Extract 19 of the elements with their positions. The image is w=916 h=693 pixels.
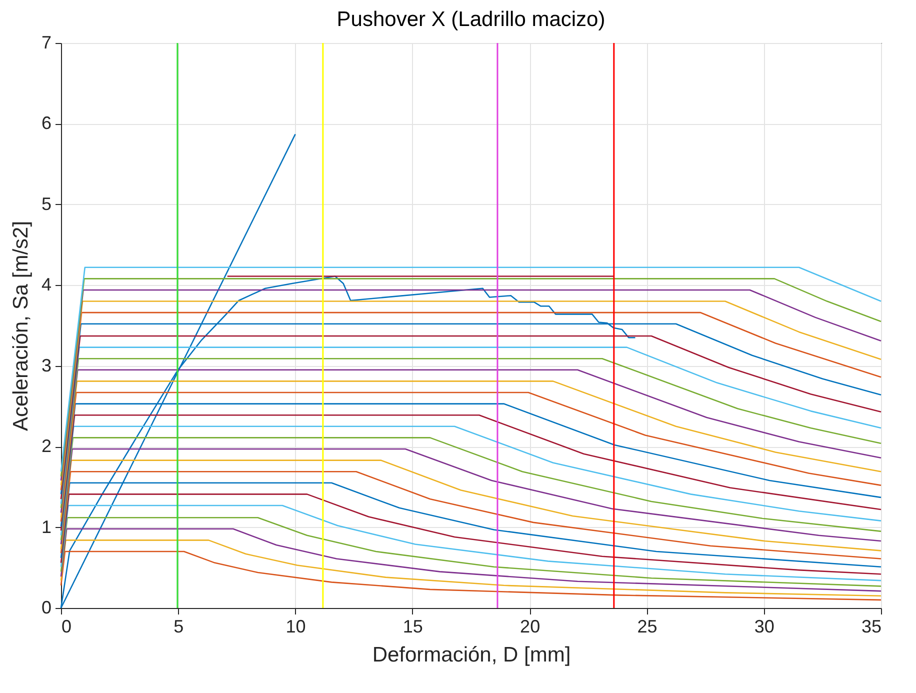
y-tick-label: 2 — [41, 436, 52, 456]
x-tick-label: 0 — [62, 616, 72, 636]
chart-title: Pushover X (Ladrillo macizo) — [336, 8, 606, 31]
y-tick-label: 6 — [41, 113, 52, 134]
y-tick-label: 0 — [41, 598, 52, 618]
y-tick-label: 5 — [41, 194, 52, 214]
x-axis-title: Deformación, D [mm] — [372, 644, 571, 666]
y-tick-label: 7 — [41, 32, 52, 52]
x-tick-label: 35 — [861, 616, 882, 636]
x-tick-label: 15 — [402, 616, 423, 636]
y-tick-label: 4 — [41, 274, 52, 295]
x-tick-label: 25 — [637, 616, 658, 636]
x-tick-label: 10 — [286, 616, 306, 636]
x-tick-label: 20 — [520, 616, 540, 636]
y-axis-title: Aceleración, Sa [m/s2] — [9, 220, 32, 432]
x-tick-label: 5 — [174, 616, 184, 636]
y-tick-label: 3 — [41, 355, 52, 376]
y-tick-label: 1 — [41, 516, 52, 537]
x-tick-label: 30 — [754, 616, 774, 636]
